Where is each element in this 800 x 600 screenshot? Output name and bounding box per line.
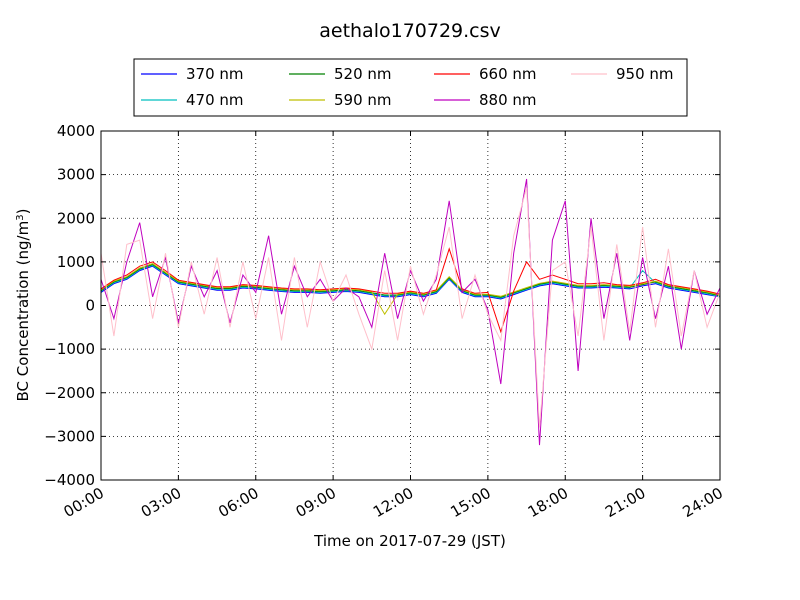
y-tick-label: −3000 xyxy=(44,427,95,445)
y-axis-label: BC Concentration (ng/m3) xyxy=(14,209,32,402)
series-line-590-nm xyxy=(101,263,720,316)
x-tick-label: 00:00 xyxy=(61,484,107,521)
y-tick-label: 2000 xyxy=(57,209,95,227)
x-tick-label: 24:00 xyxy=(680,484,726,521)
x-tick-label: 15:00 xyxy=(447,484,493,521)
grid xyxy=(101,131,720,480)
y-axis-label-end: ) xyxy=(14,209,32,215)
x-tick-label: 09:00 xyxy=(293,484,339,521)
x-tick-label: 03:00 xyxy=(138,484,184,521)
x-tick-label: 06:00 xyxy=(215,484,261,521)
legend-label-370-nm: 370 nm xyxy=(186,65,244,83)
x-tick-label: 18:00 xyxy=(525,484,571,521)
x-tick-label: 12:00 xyxy=(370,484,416,521)
y-tick-label: 0 xyxy=(85,297,95,315)
x-axis-label: Time on 2017-07-29 (JST) xyxy=(313,532,506,550)
chart-title: aethalo170729.csv xyxy=(319,20,501,42)
series-line-520-nm xyxy=(101,263,720,298)
y-axis-label-sup: 3 xyxy=(15,214,26,220)
ticks: 00:00 03:00 06:00 09:00 12:00 15:00 18:00 21:00… xyxy=(44,122,726,521)
legend-label-950-nm: 950 nm xyxy=(616,65,674,83)
legend-label-470-nm: 470 nm xyxy=(186,91,244,109)
series-line-370-nm xyxy=(101,265,720,300)
y-tick-label: 1000 xyxy=(57,253,95,271)
y-tick-label: −1000 xyxy=(44,340,95,358)
legend: 370 nm 470 nm 520 nm 590 nm 660 nm 880 nm 950 … xyxy=(133,58,688,117)
y-tick-label: 4000 xyxy=(57,122,95,140)
legend-label-660-nm: 660 nm xyxy=(479,65,537,83)
series-line-880-nm xyxy=(101,178,720,446)
legend-label-590-nm: 590 nm xyxy=(334,91,392,109)
y-axis-label-main: BC Concentration (ng/m xyxy=(14,221,32,402)
legend-label-520-nm: 520 nm xyxy=(334,65,392,83)
svg-text:BC Concentration (ng/m3): BC Concentration (ng/m3) xyxy=(14,209,32,402)
series-line-950-nm xyxy=(101,187,720,428)
series-line-470-nm xyxy=(101,264,720,299)
y-tick-label: −4000 xyxy=(44,471,95,489)
y-tick-label: 3000 xyxy=(57,166,95,184)
x-tick-label: 21:00 xyxy=(602,484,648,521)
legend-box xyxy=(133,58,688,117)
y-tick-label: −2000 xyxy=(44,384,95,402)
series-layer xyxy=(101,178,720,446)
series-line-660-nm xyxy=(101,247,720,334)
legend-label-880-nm: 880 nm xyxy=(479,91,537,109)
